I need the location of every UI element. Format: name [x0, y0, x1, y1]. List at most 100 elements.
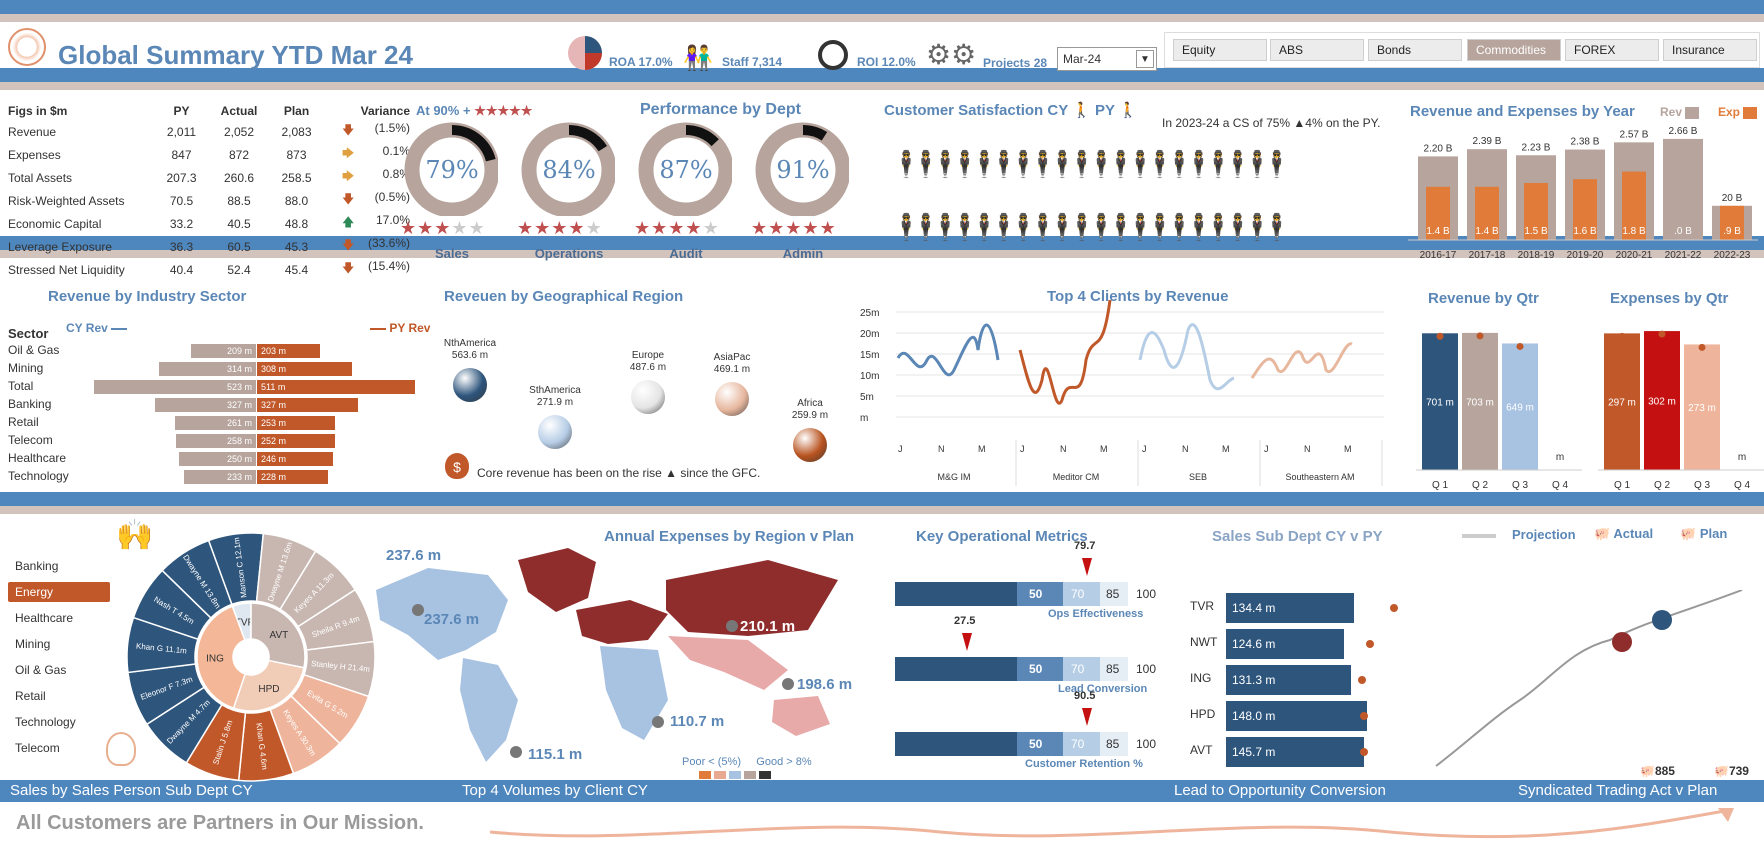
footer-syndicated: Syndicated Trading Act v Plan: [1518, 782, 1718, 799]
menu-telecom[interactable]: Telecom: [15, 741, 60, 755]
person-icon: 🕴: [1104, 149, 1137, 179]
region-value: 259.9 m: [791, 410, 829, 421]
kom-band-100: 100: [1136, 737, 1157, 751]
tab-forex[interactable]: FOREX: [1565, 39, 1659, 61]
perf-subtitle: At 90% + ★★★★★: [416, 103, 533, 118]
region-bubble: [715, 382, 749, 416]
subdept-py-marker: [1366, 640, 1374, 648]
projection-chart: [1435, 590, 1743, 767]
fin-row: Total Assets 207.3 260.6 258.5 🡆 0.8%: [4, 166, 414, 189]
qtr-value: 703 m: [1466, 397, 1494, 408]
y-tick: 5m: [860, 392, 874, 403]
person-icon: 🕴: [1007, 149, 1040, 179]
footer-top4-volumes: Top 4 Volumes by Client CY: [462, 782, 648, 799]
cy-legend: CY Rev: [66, 321, 128, 335]
month-tick: J: [898, 444, 903, 454]
month-tick: M: [1222, 444, 1230, 454]
kom-marker-value: 79.7: [1074, 540, 1096, 552]
person-icon: 🕴: [1065, 149, 1098, 179]
region-value: 271.9 m: [536, 397, 574, 408]
sector-label: Total: [8, 379, 34, 393]
ring-pct: 84%: [542, 156, 595, 184]
sector-label: Sector: [8, 326, 49, 341]
tab-abs[interactable]: ABS: [1270, 39, 1364, 61]
map-label-na-top: 237.6 m: [386, 547, 442, 564]
footer-lead-conversion: Lead to Opportunity Conversion: [1174, 782, 1386, 799]
dept-label: Admin: [782, 246, 824, 261]
exp-bar: [1524, 183, 1548, 240]
industry-title: Revenue by Industry Sector: [48, 288, 247, 305]
rev-label: 2.38 B: [1571, 137, 1600, 148]
menu-energy[interactable]: Energy: [8, 582, 110, 602]
inner-label: ING: [206, 653, 224, 664]
person-icon: 🕴: [1007, 212, 1040, 242]
person-icon: 🕴: [929, 149, 962, 179]
person-icon: 🕴: [909, 149, 942, 179]
footer-sales-person: Sales by Sales Person Sub Dept CY: [10, 782, 253, 799]
kom-bar-base: [895, 582, 1017, 606]
qtr-value: m: [1556, 452, 1564, 463]
geo-title: Reveuen by Geographical Region: [444, 288, 684, 305]
sector-label: Mining: [8, 361, 44, 375]
y-tick: 10m: [860, 371, 879, 382]
map-title: Annual Expenses by Region v Plan: [604, 528, 855, 545]
period-select[interactable]: Mar-24 ▼: [1057, 47, 1157, 71]
fin-row: Leverage Exposure 36.3 60.5 45.3 🡇 (33.6%): [4, 235, 414, 258]
star-rating: ★★★★★: [634, 218, 720, 238]
year-label: 2019-20: [1567, 250, 1604, 261]
qtr-label: Q 4: [1734, 480, 1751, 491]
month-tick: M: [1344, 444, 1352, 454]
person-icon: 🕴: [890, 212, 923, 242]
plan-value: 🐖739: [1714, 764, 1749, 778]
month-tick: N: [1182, 444, 1189, 454]
menu-banking[interactable]: Banking: [15, 559, 59, 573]
person-icon: 🕴: [1241, 149, 1274, 179]
tab-equity[interactable]: Equity: [1173, 39, 1267, 61]
menu-oil-gas[interactable]: Oil & Gas: [15, 663, 67, 677]
roi-kpi: ROI 12.0%: [857, 55, 916, 69]
plan-legend: 🐖 Plan: [1680, 526, 1728, 541]
dept-label: Audit: [669, 246, 703, 261]
month-tick: N: [1304, 444, 1311, 454]
inner-label: TVR: [235, 618, 255, 629]
ring-pct: 79%: [425, 156, 478, 184]
kom-row-label: Lead Conversion: [1058, 683, 1148, 695]
staff-icon: 👫: [683, 45, 713, 72]
tab-insurance[interactable]: Insurance: [1663, 39, 1757, 61]
qtr-bar: [1604, 333, 1640, 470]
person-icon: 🕴: [1202, 212, 1235, 242]
cs-note: In 2023-24 a CS of 75% ▲4% on the PY.: [1162, 116, 1381, 130]
py-bar: 258 m: [176, 434, 256, 448]
pie-chart-icon: [568, 36, 602, 70]
menu-mining[interactable]: Mining: [15, 637, 51, 651]
person-icon: 🕴: [1026, 149, 1059, 179]
exp-bar: [1475, 186, 1499, 240]
person-icon: 🕴: [968, 212, 1001, 242]
qtr-value: 701 m: [1426, 398, 1454, 409]
person-icon: 🕴: [987, 149, 1020, 179]
ring-gap: [758, 125, 848, 215]
financial-table: Figs in $m PY Actual Plan Variance Revenue 2,…: [4, 102, 414, 281]
cy-bar: 253 m: [257, 416, 336, 430]
roa-kpi: ROA 17.0%: [609, 55, 673, 69]
sector-label: Healthcare: [8, 451, 67, 465]
menu-healthcare[interactable]: Healthcare: [15, 611, 74, 625]
region-value: 487.6 m: [629, 362, 667, 373]
kom-title: Key Operational Metrics: [916, 528, 1088, 545]
tab-bonds[interactable]: Bonds: [1368, 39, 1462, 61]
ring-operations: 84%: [521, 122, 615, 216]
region-value: 563.6 m: [451, 350, 489, 361]
menu-technology[interactable]: Technology: [15, 715, 76, 729]
year-label: 2020-21: [1616, 250, 1653, 261]
globe-icon: [8, 28, 46, 66]
qtr-label: Q 3: [1512, 480, 1529, 491]
menu-retail[interactable]: Retail: [15, 689, 46, 703]
month-tick: M: [978, 444, 986, 454]
map-label-africa: 110.7 m: [670, 713, 725, 730]
kom-band-100: 100: [1136, 587, 1157, 601]
tab-commodities[interactable]: Commodities: [1467, 39, 1561, 61]
kom-bar-base: [895, 732, 1017, 756]
month-tick: J: [1142, 444, 1147, 454]
kom-band-50: 50: [1017, 732, 1063, 756]
